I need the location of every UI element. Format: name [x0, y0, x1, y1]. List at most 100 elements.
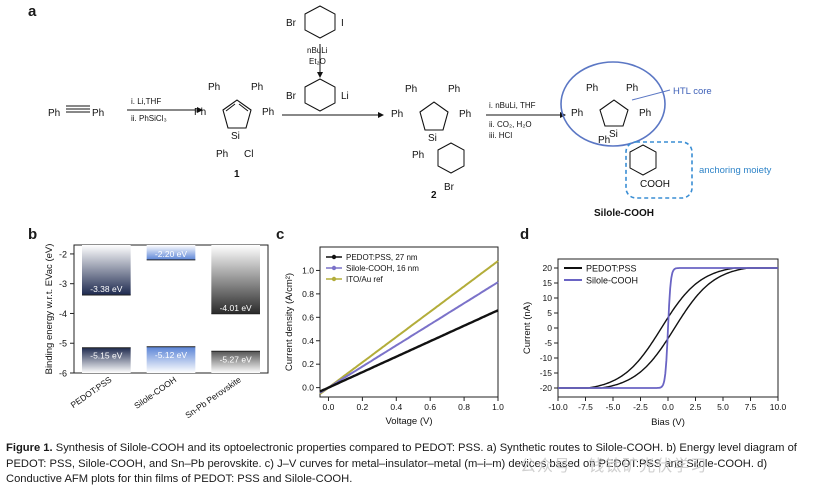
y-axis-label: Current (nA) [522, 302, 533, 354]
step1-reagent-a: i. Li,THF [131, 97, 161, 106]
y-tick-label: 0.2 [302, 359, 314, 369]
step3-reagent-a: i. nBuLi, THF [489, 101, 536, 110]
legend-entry: Silole-COOH, 16 nm [346, 264, 419, 273]
y-tick-label: -3 [59, 279, 67, 289]
y-tick-label: -2 [59, 249, 67, 259]
y-tick-label: 0.6 [302, 312, 314, 322]
y-tick-label: 5 [547, 308, 552, 318]
plot-frame [319, 246, 499, 398]
caption-lead: Figure 1. [6, 442, 53, 454]
lithium-reagent-br: Br [286, 91, 297, 102]
valence-band-bar [146, 346, 196, 373]
vb-value-label: -5.27 eV [220, 354, 252, 364]
energy-diagram: -2 -3 -4 -5 -6 Binding energy w.r.t. EVac (eV… [44, 244, 269, 420]
y-tick-label: 15 [543, 278, 553, 288]
legend-marker [331, 276, 337, 282]
x-tick-label: 0.2 [356, 402, 368, 412]
p-ph-1: Ph [586, 83, 598, 94]
legend-entry: Silole-COOH [586, 276, 638, 286]
x-axis-label: Voltage (V) [386, 416, 433, 427]
anchoring-moiety-box [625, 141, 693, 199]
legend-entry: ITO/Au ref [346, 275, 384, 284]
cb-value-label: -4.01 eV [220, 303, 252, 313]
cb-value-label: -2.20 eV [155, 249, 187, 259]
series-line [558, 267, 778, 389]
step1-reagent-b: ii. PhSiCl₃ [131, 114, 167, 123]
c1-ph-4: Ph [262, 107, 274, 118]
x-tick-label: -5.0 [606, 402, 621, 412]
p-ph-2: Ph [626, 83, 638, 94]
c1-si: Si [231, 131, 240, 142]
y-tick-label: 0.8 [302, 289, 314, 299]
y-tick-label: -10 [540, 353, 553, 363]
y-tick-label: 20 [543, 263, 553, 273]
c1-ph-2: Ph [251, 82, 263, 93]
valence-band-bar [82, 347, 131, 373]
x-tick-label: 0.0 [662, 402, 674, 412]
c2-ph-1: Ph [405, 84, 417, 95]
figure-caption: Figure 1. Synthesis of Silole-COOH and i… [6, 441, 826, 488]
x-tick-label: 5.0 [717, 402, 729, 412]
scheme-ph-left: Ph [48, 108, 60, 119]
series-line [319, 309, 499, 393]
vb-value-label: -5.15 eV [90, 351, 122, 361]
anchoring-moiety-label: anchoring moiety [699, 165, 772, 176]
step-top-reagent-2: Et₂O [309, 57, 326, 66]
category-label: PEDOT:PSS [69, 374, 114, 410]
valence-band-bar [211, 351, 260, 373]
y-tick-label: -20 [540, 383, 553, 393]
legend-entry: PEDOT:PSS [586, 264, 637, 274]
y-tick-label: -5 [59, 339, 67, 349]
caption-text: Synthesis of Silole-COOH and its optoele… [6, 442, 797, 485]
panel-label-d: d [520, 226, 530, 243]
reagent-top-br: Br [286, 18, 297, 29]
x-tick-label: -7.5 [578, 402, 593, 412]
compound-1-label: 1 [234, 169, 240, 180]
x-tick-label: 7.5 [745, 402, 757, 412]
y-tick-label: -5 [544, 338, 552, 348]
c1-ph-3: Ph [194, 107, 206, 118]
p-ph-4: Ph [639, 108, 651, 119]
y-tick-label: -15 [540, 368, 553, 378]
p-si: Si [609, 129, 618, 140]
y-axis-label: Binding energy w.r.t. EVac (eV) [44, 244, 55, 375]
category-label: Sn-Pb Perovskite [183, 374, 243, 420]
series-line [319, 260, 499, 395]
legend-entry: PEDOT:PSS, 27 nm [346, 253, 418, 262]
c2-ph-5: Ph [412, 150, 424, 161]
step3-reagent-b: ii. CO₂, H₂O [489, 120, 532, 129]
step-top-reagent-1: nBuLi [307, 46, 328, 55]
htl-core-outline [560, 61, 666, 147]
step3-reagent-c: iii. HCl [489, 131, 512, 140]
panel-label-a: a [28, 3, 37, 20]
c2-br: Br [444, 182, 455, 193]
conduction-band-bar [211, 245, 260, 314]
series-line [319, 281, 499, 394]
afm-chart: -10.0 -7.5 -5.0 -2.5 0.0 2.5 5.0 7.5 10.0 -20 -15 -… [522, 258, 787, 428]
c1-ph-5: Ph [216, 149, 228, 160]
scheme-ph-right: Ph [92, 108, 104, 119]
x-tick-label: 10.0 [770, 402, 787, 412]
synthesis-scheme: Ph Ph i. Li,THF ii. PhSiCl₃ Ph Ph Ph Ph … [48, 5, 772, 219]
category-label: Silole-COOH [132, 374, 178, 410]
x-axis-label: Bias (V) [651, 417, 685, 428]
panel-label-c: c [276, 226, 285, 243]
x-tick-label: 0.6 [424, 402, 436, 412]
reagent-top-i: I [341, 18, 344, 29]
lithium-reagent-li: Li [341, 91, 349, 102]
x-tick-label: 0.8 [458, 402, 470, 412]
c2-ph-4: Ph [459, 109, 471, 120]
c2-ph-2: Ph [448, 84, 460, 95]
product-label: Silole-COOH [594, 208, 654, 219]
jv-chart: 0.0 0.2 0.4 0.6 0.8 1.0 0.0 0.2 0.4 0.6 0.8 1.0 Volt… [284, 246, 504, 427]
y-tick-label: 1.0 [302, 265, 314, 275]
y-tick-label: -4 [59, 309, 67, 319]
c2-ph-3: Ph [391, 109, 403, 120]
watermark-text: 公众号 · 钱钛矿光伏学习 [520, 458, 708, 475]
x-tick-label: -10.0 [548, 402, 568, 412]
c1-ph-1: Ph [208, 82, 220, 93]
p-ph-3: Ph [571, 108, 583, 119]
x-tick-label: 2.5 [690, 402, 702, 412]
vb-value-label: -5.12 eV [155, 350, 187, 360]
product-cooh: COOH [640, 179, 670, 190]
